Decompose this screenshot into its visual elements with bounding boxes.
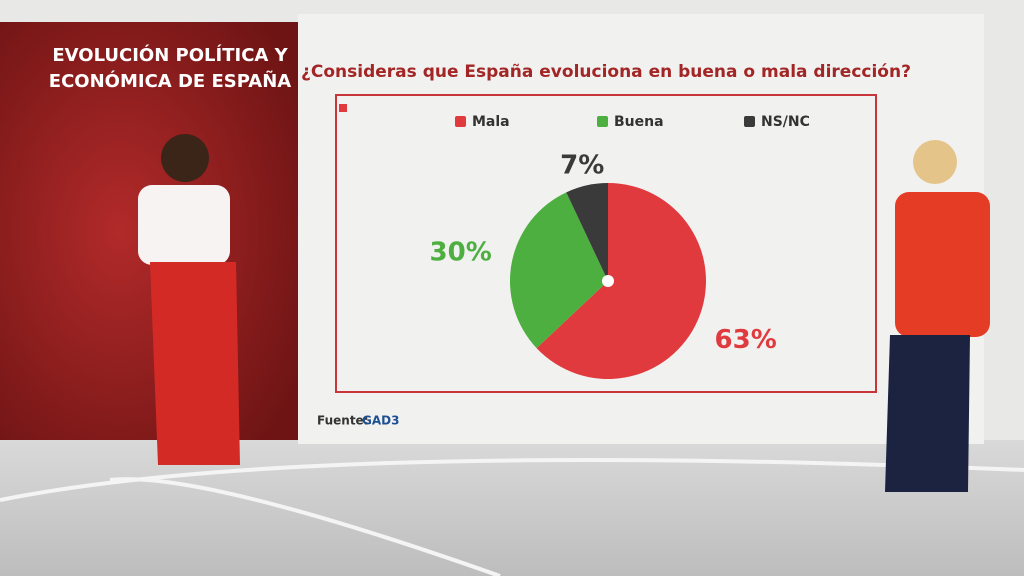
legend-swatch: [597, 116, 608, 127]
chart: Mala Buena NS/NC 63% 30% 7%: [430, 114, 810, 379]
data-label: 7%: [560, 150, 604, 180]
legend-label: Mala: [472, 114, 510, 130]
presenter-left: [138, 134, 240, 465]
legend-swatch: [744, 116, 755, 127]
panel-title: EVOLUCIÓN POLÍTICA Y: [52, 44, 288, 66]
pie-slice: [536, 183, 706, 379]
pie-slice: [509, 192, 608, 349]
chart-title: ¿Consideras que España evoluciona en bue…: [301, 62, 911, 82]
pie-slice: [566, 183, 608, 281]
data-label: 63%: [715, 325, 777, 355]
presenter-right: [885, 140, 990, 492]
legend-label: Buena: [614, 114, 664, 130]
floor-line: [0, 458, 1024, 502]
floor-line: [109, 477, 501, 578]
legend-label: NS/NC: [761, 114, 810, 130]
frame-corner: [339, 104, 347, 112]
pie-center: [602, 275, 614, 287]
source-name: GAD3: [362, 414, 399, 428]
panel-title: ECONÓMICA DE ESPAÑA: [49, 69, 291, 92]
legend-swatch: [455, 116, 466, 127]
source-label: Fuente:: [317, 414, 369, 428]
chart-frame: [335, 94, 877, 393]
data-label: 30%: [430, 237, 492, 267]
